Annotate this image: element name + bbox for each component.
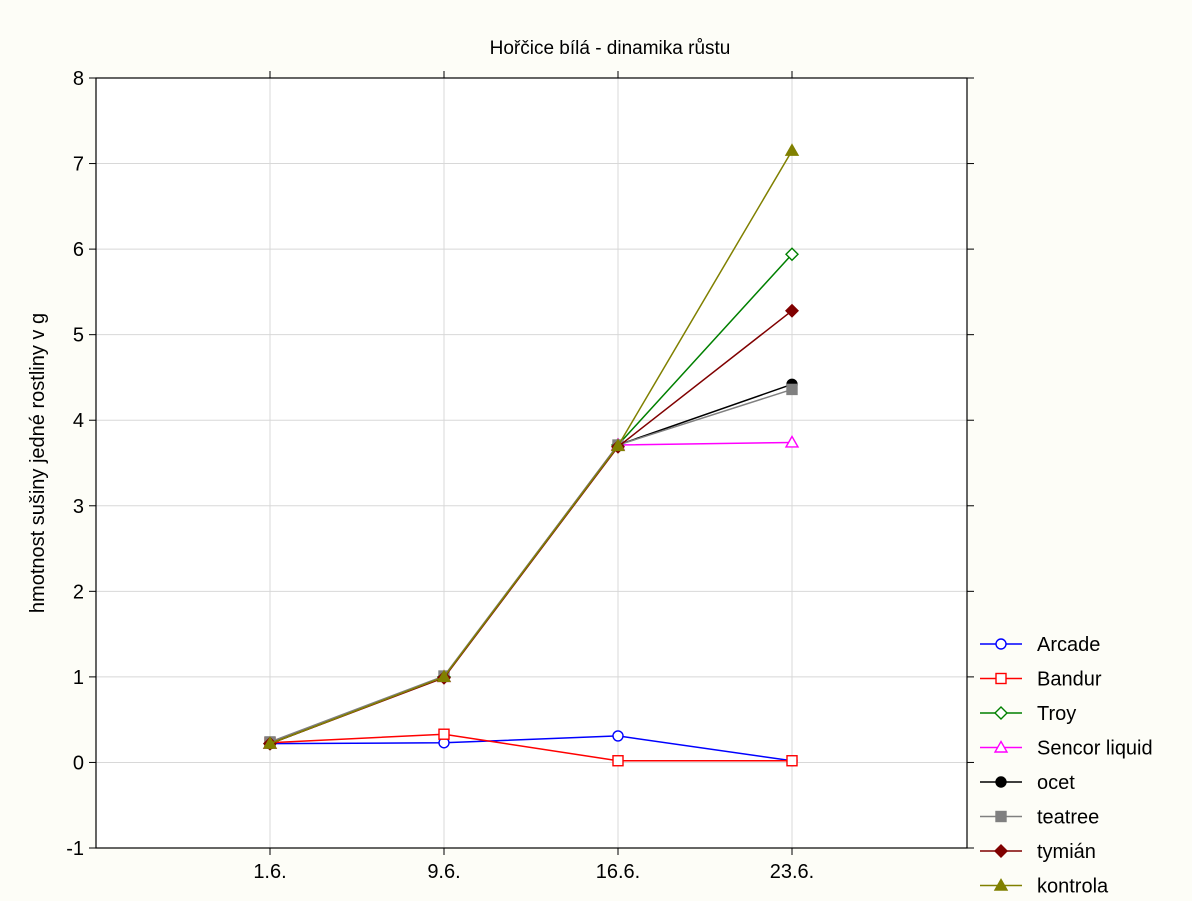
data-point-teatree bbox=[786, 383, 798, 396]
legend-marker bbox=[993, 878, 1009, 891]
legend-marker bbox=[993, 740, 1009, 753]
data-point-tymi-n bbox=[785, 303, 799, 318]
legend-item-bandur: Bandur bbox=[980, 669, 1102, 691]
legend-label: tymián bbox=[1037, 841, 1096, 863]
series-line-bandur bbox=[269, 733, 792, 762]
data-point-arcade bbox=[612, 730, 624, 742]
legend-marker bbox=[995, 672, 1007, 685]
legend-marker bbox=[994, 706, 1008, 720]
y-tick-label: 1 bbox=[73, 667, 84, 689]
legend-label: teatree bbox=[1037, 807, 1099, 829]
x-tick-label: 9.6. bbox=[427, 861, 460, 883]
legend-item-teatree: teatree bbox=[980, 807, 1099, 829]
data-point-bandur bbox=[612, 755, 624, 767]
data-point-sencor-liquid bbox=[784, 435, 800, 448]
legend-item-kontrola: kontrola bbox=[980, 876, 1109, 898]
legend-label: Arcade bbox=[1037, 634, 1100, 656]
legend-label: Sencor liquid bbox=[1037, 738, 1153, 760]
x-tick-label: 1.6. bbox=[253, 861, 286, 883]
legend-marker bbox=[994, 844, 1008, 858]
series-line-kontrola bbox=[269, 150, 793, 745]
plot-area bbox=[96, 78, 967, 848]
y-tick-label: 0 bbox=[73, 752, 84, 774]
data-point-kontrola bbox=[262, 736, 278, 749]
chart-title: Hořčice bílá - dinamika růstu bbox=[490, 38, 731, 59]
x-tick-label: 16.6. bbox=[596, 861, 640, 883]
plot-frame bbox=[95, 77, 968, 849]
legend-marker bbox=[995, 810, 1007, 823]
legend-label: kontrola bbox=[1037, 876, 1109, 897]
legend-label: Bandur bbox=[1037, 669, 1102, 691]
legend-label: ocet bbox=[1037, 772, 1075, 794]
legend-label: Troy bbox=[1037, 703, 1076, 725]
y-tick-label: 4 bbox=[73, 410, 84, 432]
y-tick-label: 5 bbox=[73, 325, 84, 347]
legend-item-sencor-liquid: Sencor liquid bbox=[980, 738, 1153, 760]
legend-marker bbox=[995, 638, 1007, 650]
legend: Arcade Bandur Troy Sencor liquid ocet teatree… bbox=[980, 634, 1153, 898]
data-point-troy bbox=[785, 247, 799, 262]
y-tick-label: 2 bbox=[73, 581, 84, 603]
y-tick-label: 8 bbox=[73, 68, 84, 90]
data-point-kontrola bbox=[436, 669, 452, 683]
series-kontrola bbox=[262, 143, 800, 749]
y-tick-label: 7 bbox=[73, 154, 84, 176]
data-point-kontrola bbox=[784, 143, 800, 156]
data-point-kontrola bbox=[610, 438, 626, 452]
data-point-bandur bbox=[438, 728, 450, 740]
y-tick-label: 6 bbox=[73, 239, 84, 261]
y-tick-label: -1 bbox=[66, 838, 84, 860]
y-axis-label: hmotnost sušiny jedné rostliny v g bbox=[27, 313, 49, 613]
series-line-arcade bbox=[269, 735, 793, 762]
data-point-bandur bbox=[786, 755, 798, 767]
legend-item-troy: Troy bbox=[980, 703, 1076, 725]
y-tick-label: 3 bbox=[73, 496, 84, 518]
legend-item-arcade: Arcade bbox=[980, 634, 1100, 656]
legend-item-ocet: ocet bbox=[980, 772, 1075, 794]
x-tick-label: 23.6. bbox=[770, 861, 814, 883]
legend-item-tymi-n: tymián bbox=[980, 841, 1096, 863]
legend-marker bbox=[995, 776, 1007, 788]
